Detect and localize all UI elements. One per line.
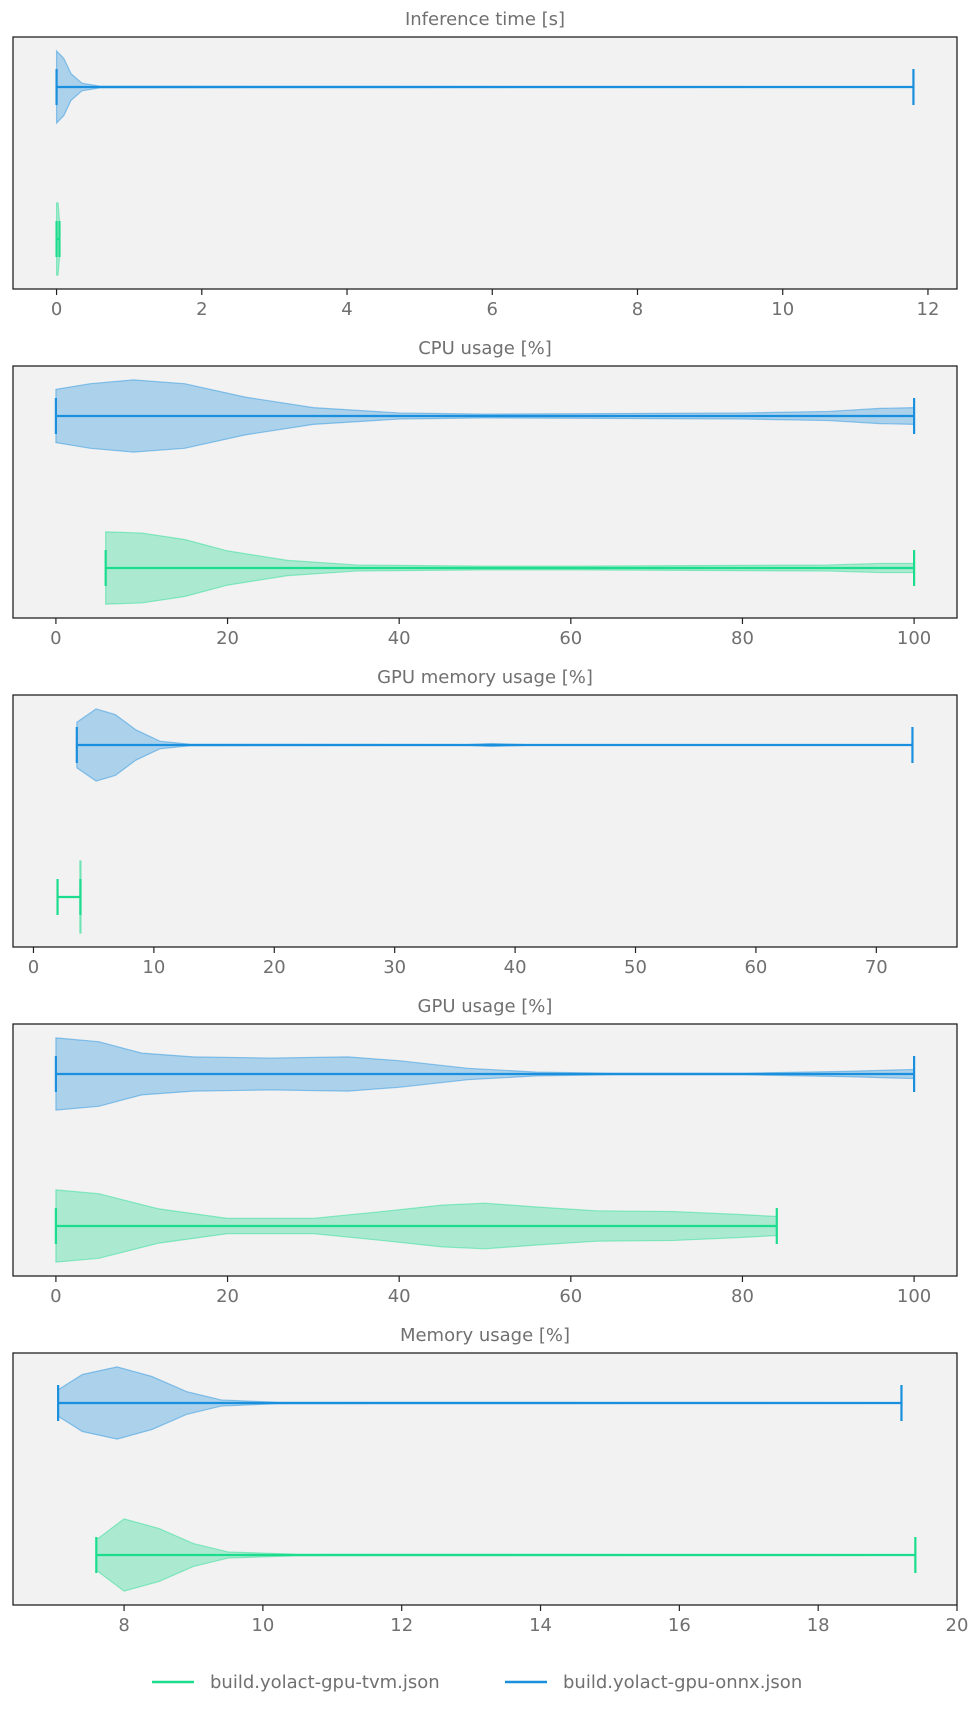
x-tick-label: 100 [897, 1286, 931, 1307]
x-tick-label: 40 [504, 957, 527, 978]
chart-panel-4: GPU usage [%] 0 20 40 60 80 100 [12, 996, 958, 1307]
violin-onnx [54, 379, 916, 453]
legend-entry-onnx: build.yolact-gpu-onnx.json [505, 1672, 802, 1693]
x-tick-label: 60 [744, 957, 767, 978]
x-tick-label: 20 [263, 957, 286, 978]
violin-tvm [56, 860, 82, 934]
violin-onnx [55, 49, 915, 125]
panel-title: GPU memory usage [%] [377, 667, 593, 688]
x-tick-label: 80 [731, 628, 754, 649]
x-tick-label: 12 [390, 1615, 413, 1636]
violin-tvm [55, 202, 61, 276]
violin-onnx [57, 1366, 903, 1440]
x-tick-label: 8 [632, 299, 643, 320]
x-tick-label: 8 [118, 1615, 129, 1636]
violin-onnx [54, 1037, 916, 1111]
x-tick-label: 18 [807, 1615, 830, 1636]
violin-tvm [104, 531, 916, 605]
x-tick-label: 20 [216, 1286, 239, 1307]
x-tick-label: 20 [216, 628, 239, 649]
x-tick-label: 100 [897, 628, 931, 649]
x-tick-label: 40 [388, 1286, 411, 1307]
x-tick-label: 4 [341, 299, 352, 320]
plot-area [12, 694, 958, 948]
x-tick-label: 6 [487, 299, 498, 320]
x-tick-label: 10 [251, 1615, 274, 1636]
legend-label: build.yolact-gpu-tvm.json [210, 1672, 440, 1693]
x-tick-label: 0 [50, 628, 61, 649]
chart-panel-2: CPU usage [%] 0 20 40 60 80 100 [12, 338, 958, 649]
violin-tvm [54, 1189, 778, 1263]
chart-panel-5: Memory usage [%] 8 10 12 14 16 18 20 [12, 1325, 969, 1636]
panel-title: CPU usage [%] [418, 338, 552, 359]
x-tick-label: 12 [917, 299, 940, 320]
legend-entry-tvm: build.yolact-gpu-tvm.json [152, 1672, 440, 1693]
panel-title: Memory usage [%] [400, 1325, 570, 1346]
x-tick-label: 0 [51, 299, 62, 320]
chart-panel-1: Inference time [s] 0 2 4 6 8 10 12 [12, 9, 958, 320]
x-tick-label: 10 [142, 957, 165, 978]
panel-title: Inference time [s] [405, 9, 565, 30]
x-tick-label: 70 [865, 957, 888, 978]
x-tick-label: 16 [668, 1615, 691, 1636]
x-tick-label: 10 [771, 299, 794, 320]
violin-tvm [95, 1518, 917, 1592]
plot-area [12, 1352, 958, 1606]
x-tick-label: 60 [559, 628, 582, 649]
x-tick-label: 0 [28, 957, 39, 978]
x-tick-label: 40 [388, 628, 411, 649]
x-tick-label: 60 [559, 1286, 582, 1307]
plot-area [12, 1023, 958, 1277]
plot-area [12, 36, 958, 290]
x-tick-label: 2 [196, 299, 207, 320]
x-tick-label: 14 [529, 1615, 552, 1636]
x-tick-label: 30 [383, 957, 406, 978]
x-tick-label: 0 [50, 1286, 61, 1307]
panel-title: GPU usage [%] [418, 996, 553, 1017]
plot-area [12, 365, 958, 619]
legend: build.yolact-gpu-tvm.json build.yolact-gp… [152, 1672, 802, 1693]
x-tick-label: 20 [946, 1615, 969, 1636]
x-tick-label: 50 [624, 957, 647, 978]
chart-panel-3: GPU memory usage [%] 0 10 20 30 40 50 60 70 [12, 667, 958, 978]
x-tick-label: 80 [731, 1286, 754, 1307]
violin-onnx [75, 708, 914, 782]
legend-label: build.yolact-gpu-onnx.json [563, 1672, 802, 1693]
